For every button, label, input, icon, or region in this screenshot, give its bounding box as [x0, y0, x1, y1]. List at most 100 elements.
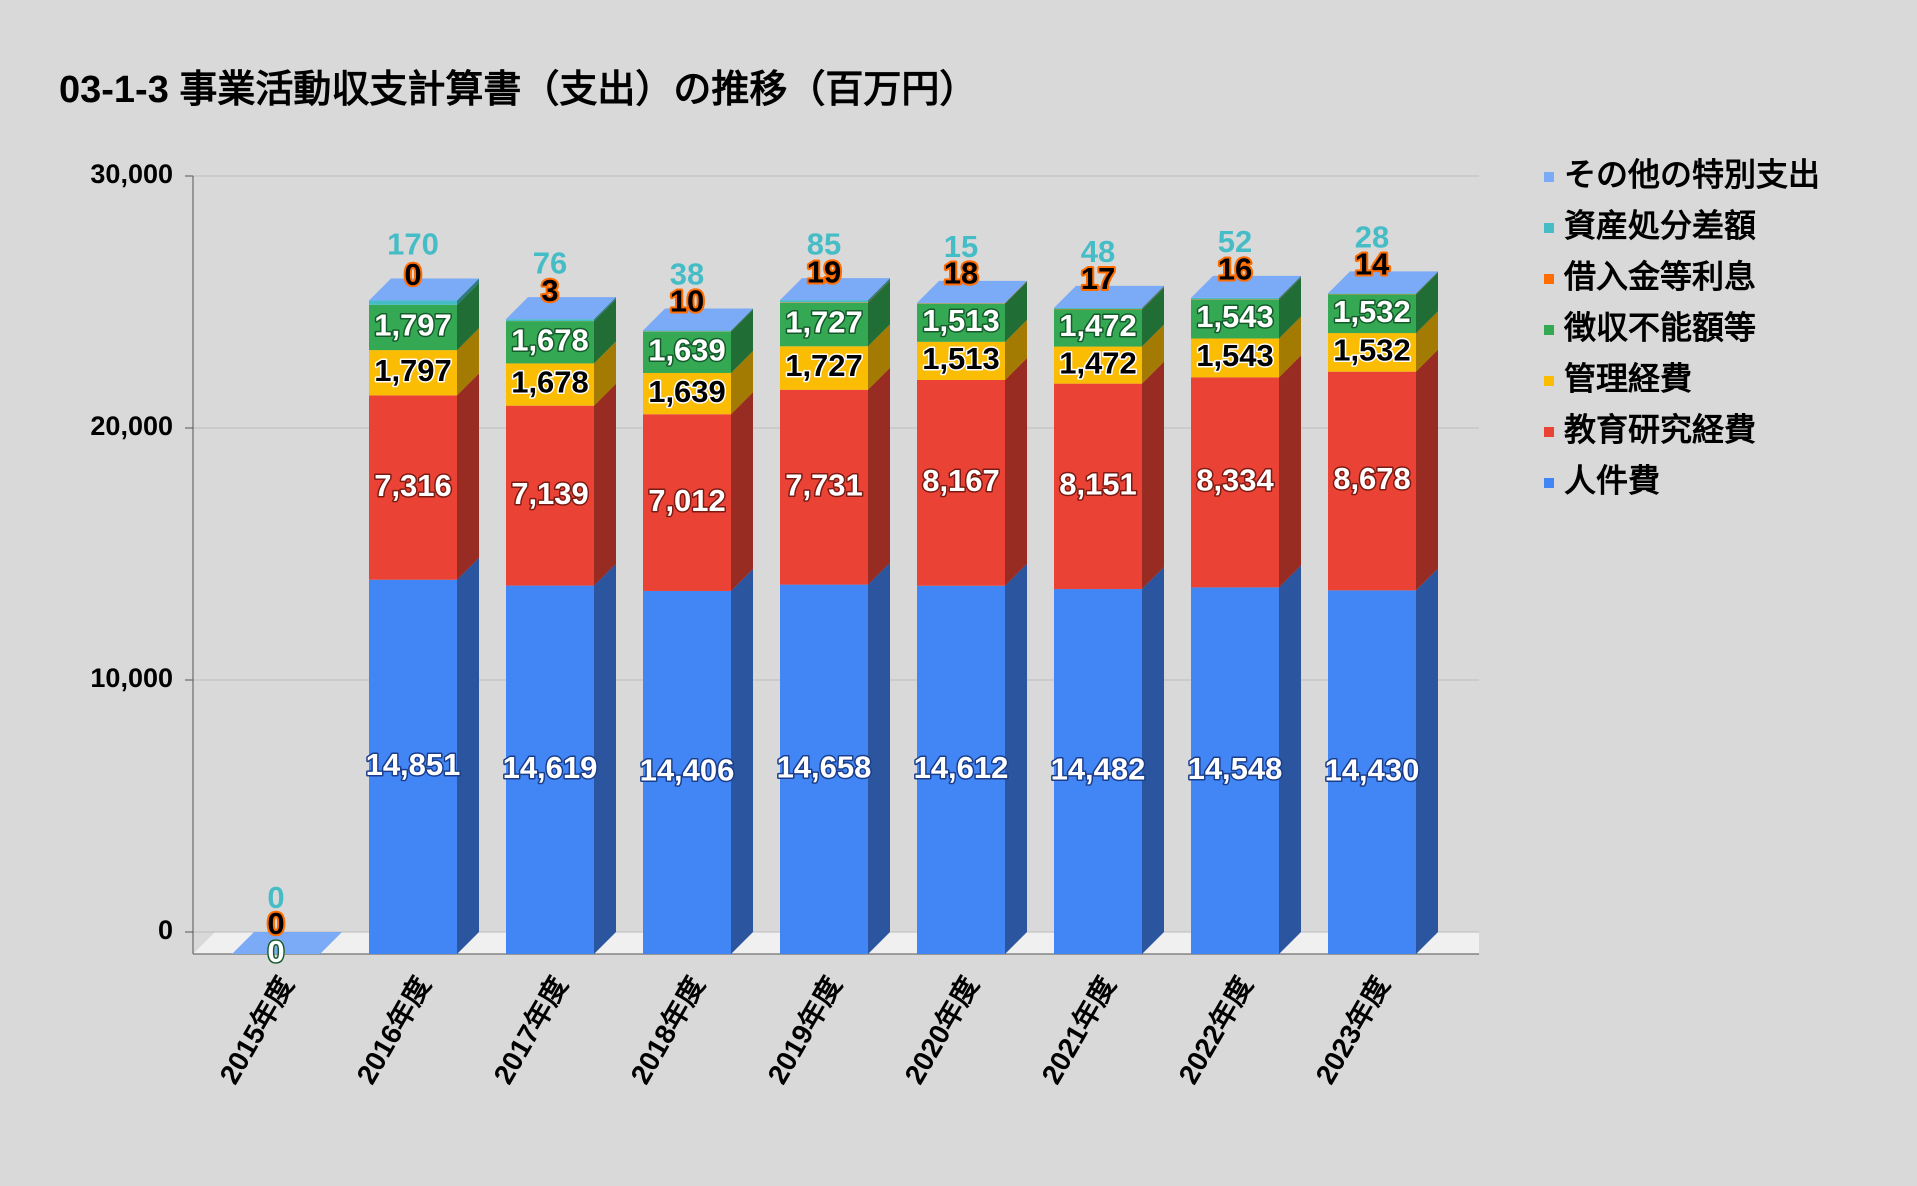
bar-side	[868, 562, 890, 954]
bar-side-shade	[868, 278, 890, 303]
bar-side	[1005, 281, 1027, 304]
bar-side-shade	[1142, 287, 1164, 347]
bar-segment	[1054, 309, 1142, 347]
data-label: 1,543	[1196, 299, 1274, 334]
bar-segment	[780, 584, 868, 954]
bar-top	[232, 932, 342, 954]
y-tick-label: 0	[158, 915, 173, 945]
bar-side	[1416, 272, 1438, 334]
bar-side	[1005, 280, 1027, 304]
bar-side	[1279, 277, 1301, 300]
bar-side-shade	[594, 297, 616, 322]
legend-label: 教育研究経費	[1564, 411, 1756, 447]
bar-top	[1191, 275, 1301, 298]
bar-side	[1416, 272, 1438, 295]
bar-side	[1142, 287, 1164, 310]
bar-segment	[780, 389, 868, 585]
bar-segment	[1191, 297, 1279, 300]
bar-segment	[917, 341, 1005, 380]
bar-segment	[643, 414, 731, 591]
bar-side-shade	[1416, 271, 1438, 295]
data-label: 8,167	[922, 463, 1000, 498]
bar-segment	[1054, 383, 1142, 590]
bar-side-shade	[1416, 349, 1438, 591]
bar-segment	[1328, 371, 1416, 591]
bar-side-shade	[731, 309, 753, 332]
bar-side	[1142, 287, 1164, 347]
data-label: 48	[1081, 234, 1115, 269]
bar-side-shade	[457, 328, 479, 396]
bar-segment	[369, 579, 457, 954]
data-label: 14,430	[1325, 752, 1420, 787]
bar-segment	[643, 372, 731, 415]
bar-side-shade	[1279, 565, 1301, 954]
bar-segment	[1328, 294, 1416, 334]
bar-segment	[1054, 307, 1142, 310]
bar-segment	[917, 303, 1005, 342]
bar-segment	[369, 300, 457, 305]
bar-side-shade	[731, 392, 753, 591]
bar-segment	[1328, 590, 1416, 954]
data-label: 18	[944, 255, 978, 290]
data-label: 1,532	[1333, 333, 1411, 368]
y-tick-label: 20,000	[90, 411, 173, 441]
data-label: 14,406	[640, 753, 735, 788]
data-label: 0	[404, 257, 421, 292]
data-label: 1,513	[922, 341, 1000, 376]
bar-side-shade	[1005, 281, 1027, 342]
bar-side-shade	[594, 299, 616, 322]
data-label: 85	[807, 226, 841, 261]
bar-side	[594, 297, 616, 322]
bar-side-shade	[1279, 277, 1301, 300]
bar-segment	[917, 379, 1005, 586]
bar-side	[1279, 316, 1301, 378]
bar-side	[1416, 271, 1438, 295]
bar-side	[868, 367, 890, 585]
bar-side-shade	[731, 309, 753, 373]
legend-label: 徴収不能額等	[1563, 309, 1756, 345]
bar-side	[594, 341, 616, 406]
bar-side-shade	[1005, 563, 1027, 954]
y-tick-label: 30,000	[90, 159, 173, 189]
bar-side-shade	[594, 299, 616, 364]
legend-swatch	[1544, 427, 1554, 437]
bar-segment	[1191, 377, 1279, 588]
bar-side-shade	[731, 350, 753, 415]
data-label: 7,731	[785, 467, 863, 502]
y-tick-label: 10,000	[90, 663, 173, 693]
bar-segment	[369, 350, 457, 396]
data-label: 1,797	[374, 308, 452, 343]
bar-segment	[506, 319, 594, 322]
bar-side	[1416, 349, 1438, 591]
bar-side-shade	[731, 308, 753, 332]
bar-side-shade	[1142, 287, 1164, 310]
bar-segment	[1328, 293, 1416, 295]
bar-side-shade	[1142, 285, 1164, 310]
bar-side	[1005, 281, 1027, 342]
bar-side	[594, 383, 616, 586]
bar-side	[594, 299, 616, 322]
bar-side-shade	[457, 278, 479, 305]
legend-swatch	[1544, 376, 1554, 386]
legend-label: 管理経費	[1564, 360, 1692, 396]
bar-side	[1279, 355, 1301, 588]
data-label: 8,334	[1196, 463, 1274, 498]
data-label: 170	[387, 227, 439, 262]
bar-top	[369, 278, 479, 301]
data-label: 1,678	[511, 365, 589, 400]
legend-swatch	[1544, 223, 1554, 233]
bar-side	[457, 278, 479, 305]
bar-side-shade	[1142, 361, 1164, 590]
data-label: 1,513	[922, 303, 1000, 338]
bar-side	[1416, 311, 1438, 372]
bar-side	[868, 280, 890, 303]
data-label: 14,548	[1188, 751, 1283, 786]
bar-side-shade	[1416, 272, 1438, 334]
bar-segment	[780, 300, 868, 303]
data-label: 1,472	[1059, 308, 1137, 343]
bar-segment	[1328, 333, 1416, 372]
bar-segment	[780, 302, 868, 347]
bar-side-shade	[1279, 316, 1301, 378]
bar-segment	[506, 363, 594, 406]
data-label: 19	[807, 254, 841, 289]
